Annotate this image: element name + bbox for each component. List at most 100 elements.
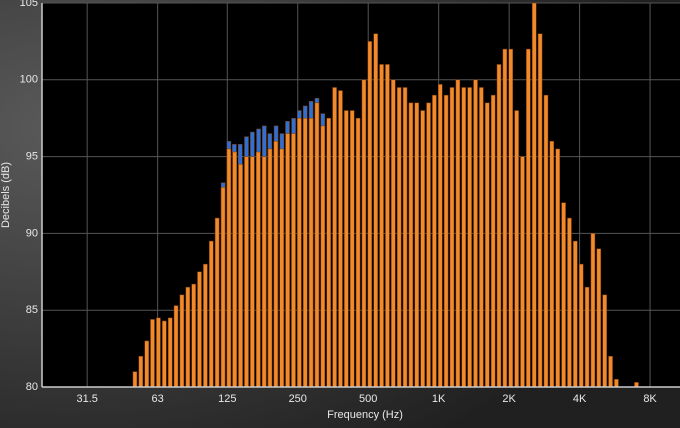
bar <box>414 102 420 388</box>
bar <box>526 48 531 388</box>
x-tick-label: 63 <box>152 393 164 405</box>
bar <box>596 248 602 388</box>
bar <box>367 41 373 388</box>
bar <box>443 94 449 388</box>
bar <box>485 102 490 388</box>
x-tick-label: 250 <box>289 393 307 405</box>
bar <box>344 110 349 388</box>
bar <box>549 140 555 388</box>
bar <box>232 151 237 388</box>
x-tick-label: 8K <box>643 393 657 405</box>
bar <box>150 319 155 388</box>
bar <box>297 117 302 388</box>
bar <box>197 271 202 388</box>
bar <box>138 356 144 388</box>
bar <box>396 87 402 388</box>
bar <box>250 156 255 388</box>
bar <box>255 151 261 388</box>
y-tick-label: 80 <box>26 381 38 393</box>
y-tick-label: 85 <box>26 304 38 316</box>
y-axis-label: Decibels (dB) <box>0 162 12 228</box>
bar <box>479 87 484 388</box>
bar <box>302 117 308 388</box>
plot-area <box>42 3 680 387</box>
bar <box>185 286 191 388</box>
bar <box>279 148 284 388</box>
bar <box>490 94 496 388</box>
bar <box>432 94 437 388</box>
y-tick-label: 105 <box>20 0 38 9</box>
bar <box>614 379 619 388</box>
bar <box>156 317 161 388</box>
bar <box>179 294 185 388</box>
bar <box>590 233 596 388</box>
bar <box>578 263 584 388</box>
bar <box>261 156 267 388</box>
bar <box>308 117 314 388</box>
bar <box>455 79 461 388</box>
bar <box>573 240 578 388</box>
bar <box>584 286 590 388</box>
bar <box>167 317 173 388</box>
bar <box>214 217 220 388</box>
bar <box>326 117 331 388</box>
bar <box>332 87 337 388</box>
bar <box>467 87 472 388</box>
bar <box>508 48 513 388</box>
bar <box>226 148 232 388</box>
bar <box>561 202 566 388</box>
x-tick-label: 31.5 <box>76 393 97 405</box>
y-tick-label: 90 <box>26 227 38 239</box>
bar <box>520 156 525 388</box>
bar <box>385 64 390 388</box>
bar <box>144 340 149 388</box>
x-tick-label: 2K <box>502 393 516 405</box>
bar <box>320 125 326 388</box>
bar <box>162 320 167 388</box>
bar <box>244 156 249 388</box>
bar <box>273 140 279 388</box>
bar <box>220 187 226 388</box>
bar <box>502 48 508 388</box>
bar <box>531 2 537 388</box>
bar <box>291 133 296 388</box>
bar <box>420 110 425 388</box>
bar <box>361 79 367 388</box>
bar <box>379 64 384 388</box>
bar <box>173 305 179 388</box>
bar <box>555 148 560 388</box>
bar <box>567 217 572 388</box>
bar <box>473 79 478 388</box>
bar <box>267 148 273 388</box>
bar <box>191 283 196 388</box>
bar <box>338 90 343 388</box>
bar <box>349 110 355 388</box>
y-tick-label: 95 <box>26 151 38 163</box>
bar <box>449 87 455 388</box>
x-tick-label: 4K <box>573 393 587 405</box>
x-axis-label: Frequency (Hz) <box>327 409 403 421</box>
bar <box>314 102 320 388</box>
bar <box>203 263 208 388</box>
bar <box>285 133 290 388</box>
y-tick-label: 100 <box>20 74 38 86</box>
bar <box>408 102 414 388</box>
bar <box>496 64 502 388</box>
bar <box>426 102 431 388</box>
bar <box>132 371 138 388</box>
bar <box>514 110 519 388</box>
x-tick-label: 125 <box>218 393 236 405</box>
bar <box>209 240 214 388</box>
bar <box>391 79 396 388</box>
x-tick-label: 1K <box>432 393 446 405</box>
bar <box>461 87 467 388</box>
bar <box>608 356 613 388</box>
bar <box>355 117 361 388</box>
bar <box>543 94 549 388</box>
bar <box>537 33 543 388</box>
bar <box>438 84 443 388</box>
bar <box>373 33 378 388</box>
bar <box>238 164 243 388</box>
x-tick-label: 500 <box>359 393 377 405</box>
